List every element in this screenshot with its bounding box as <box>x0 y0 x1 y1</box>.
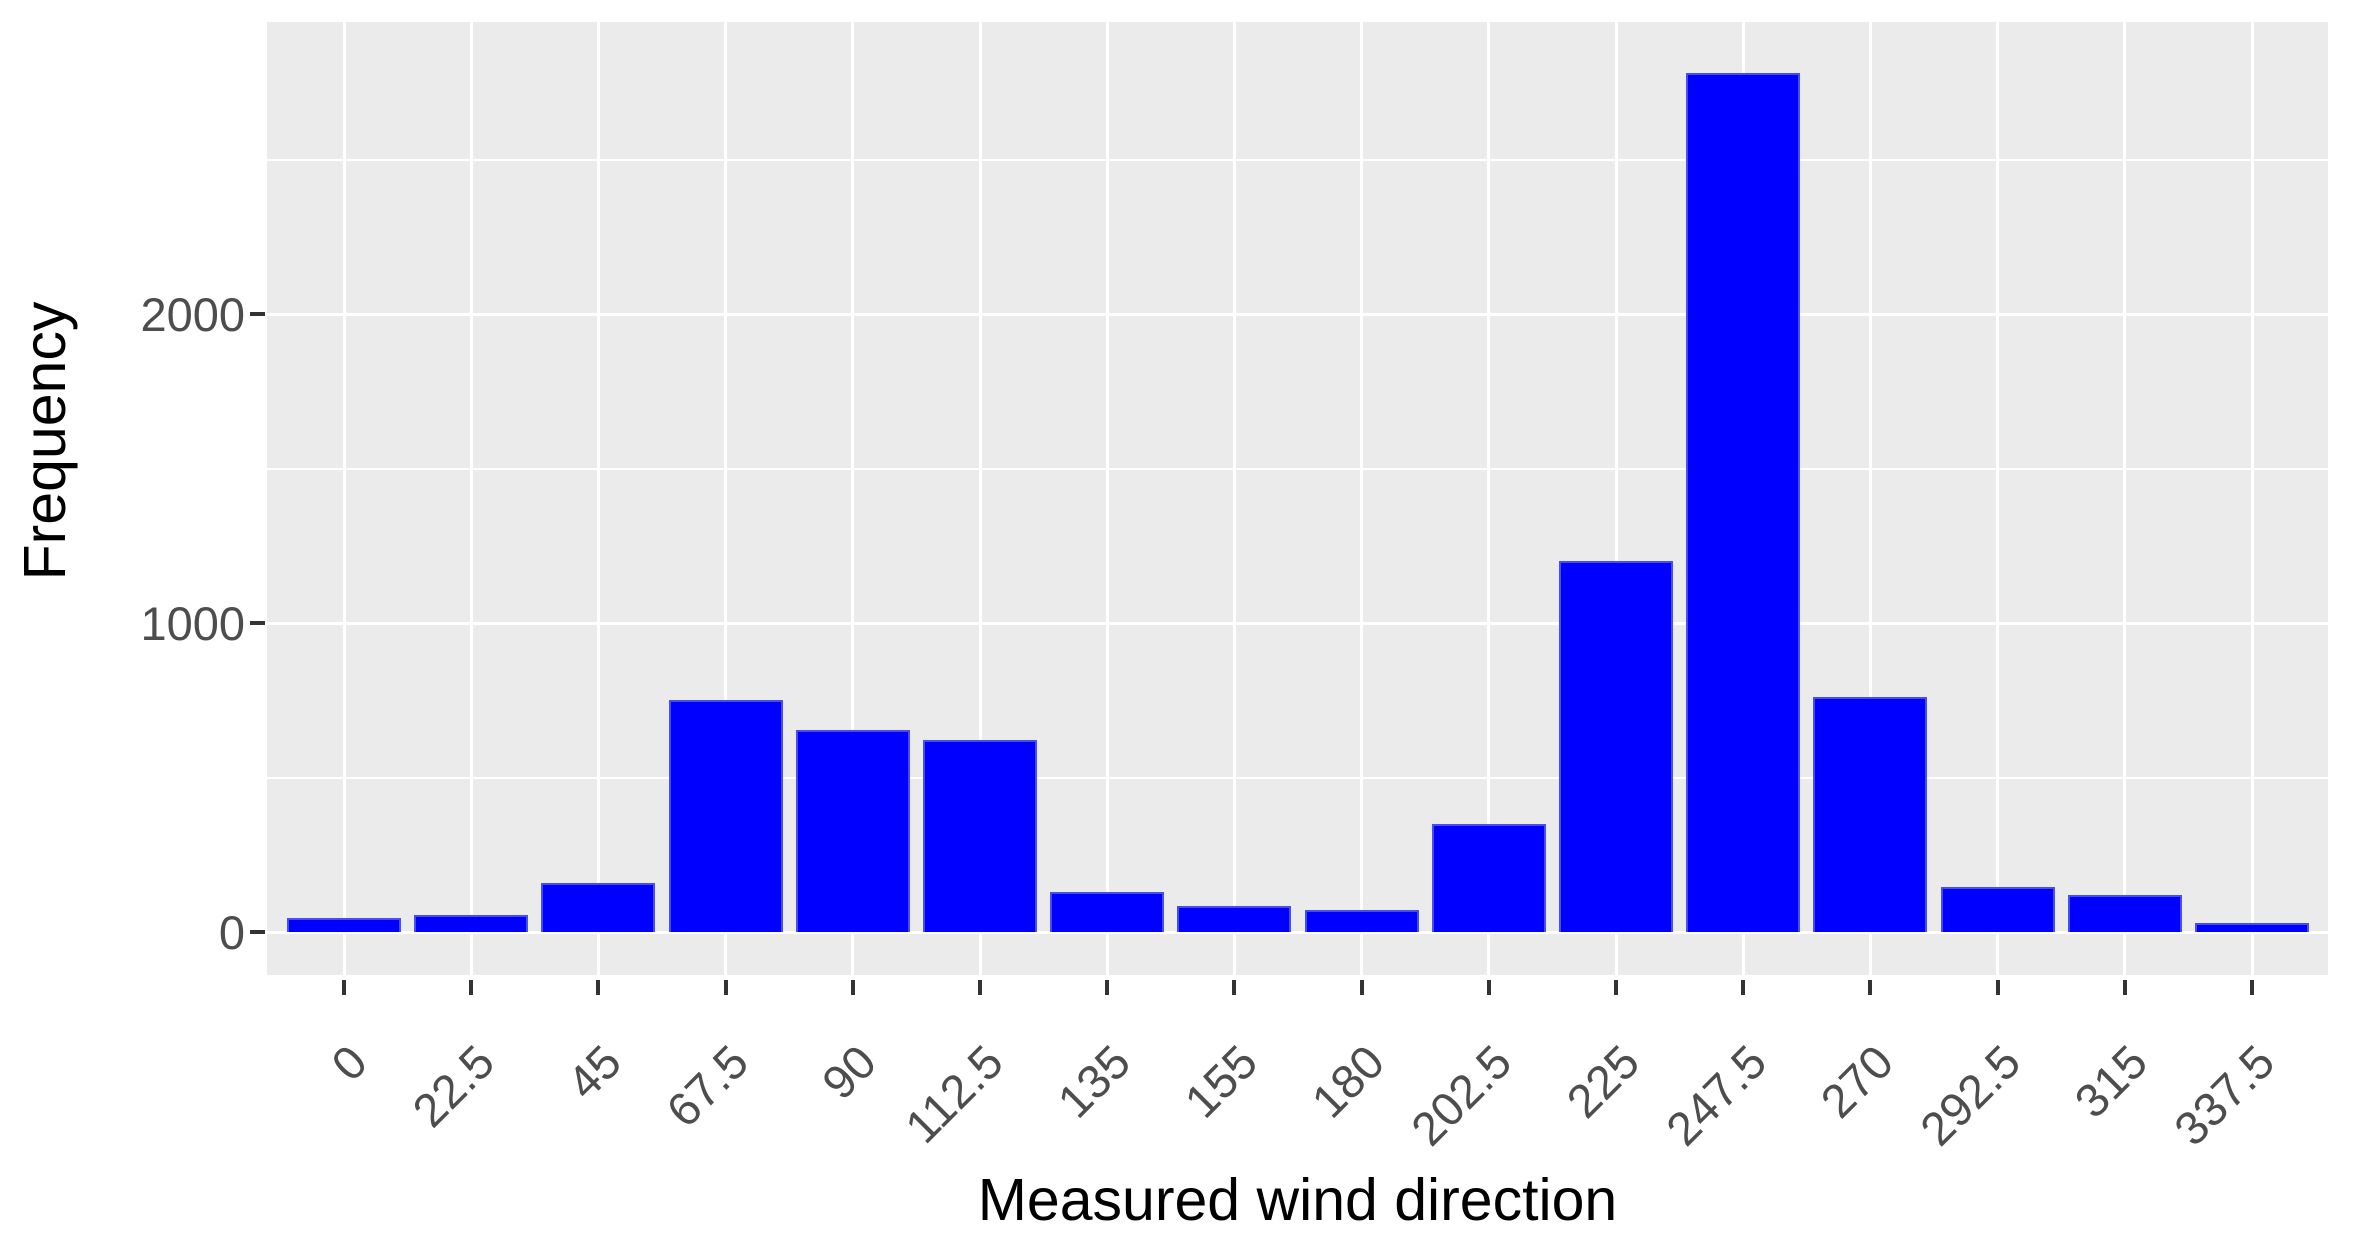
bar <box>1177 905 1292 932</box>
y-tick-mark <box>250 621 265 625</box>
plot-panel <box>267 22 2328 975</box>
x-tick-label: 90 <box>811 1034 886 1110</box>
x-tick-label: 315 <box>2064 1034 2158 1128</box>
bar <box>1813 697 1928 932</box>
x-tick-label: 292.5 <box>1909 1034 2031 1156</box>
x-tick-label: 180 <box>1301 1034 1395 1128</box>
x-major-gridline <box>978 22 982 975</box>
x-major-gridline <box>1487 22 1491 975</box>
x-tick-mark <box>2122 980 2127 995</box>
y-tick-label: 1000 <box>140 597 245 650</box>
x-tick-mark <box>1614 980 1618 995</box>
bar <box>2195 922 2309 932</box>
y-tick-mark <box>250 312 265 316</box>
x-tick-mark <box>1232 980 1237 995</box>
bar <box>287 918 401 932</box>
bar <box>1686 72 1801 932</box>
x-tick-label: 0 <box>320 1034 377 1091</box>
y-major-gridline <box>267 621 2328 625</box>
x-tick-label: 155 <box>1174 1034 1268 1128</box>
bar <box>795 729 910 932</box>
x-tick-label: 112.5 <box>894 1034 1013 1153</box>
y-minor-gridline <box>267 158 2328 161</box>
y-axis-title: Frequency <box>12 301 78 581</box>
x-tick-mark <box>850 980 855 995</box>
y-minor-gridline <box>267 776 2328 779</box>
x-tick-label: 45 <box>556 1034 632 1110</box>
x-tick-mark <box>1995 980 2000 995</box>
x-tick-mark <box>1486 980 1491 995</box>
x-major-gridline <box>1105 22 1109 975</box>
x-major-gridline <box>1996 22 2000 975</box>
x-major-gridline <box>469 22 473 975</box>
x-tick-label: 67.5 <box>656 1034 759 1137</box>
x-tick-mark <box>723 980 728 995</box>
x-tick-label: 225 <box>1555 1034 1649 1128</box>
x-major-gridline <box>851 22 855 975</box>
x-major-gridline <box>342 22 346 975</box>
bar <box>1431 823 1546 932</box>
x-tick-label: 22.5 <box>401 1034 504 1137</box>
x-tick-mark <box>1359 980 1364 995</box>
y-tick-mark <box>250 930 265 934</box>
bar <box>414 915 529 932</box>
y-minor-gridline <box>267 467 2328 470</box>
bar <box>668 700 783 932</box>
x-tick-mark <box>342 980 346 995</box>
x-tick-mark <box>1105 980 1110 995</box>
x-tick-label: 135 <box>1046 1034 1140 1128</box>
x-major-gridline <box>2123 22 2127 975</box>
x-tick-mark <box>596 980 601 995</box>
x-major-gridline <box>724 22 728 975</box>
x-tick-label: 247.5 <box>1655 1034 1776 1156</box>
x-tick-label: 270 <box>1810 1034 1904 1128</box>
bar <box>923 740 1037 932</box>
x-tick-label: 337.5 <box>2164 1034 2285 1156</box>
y-tick-label: 0 <box>218 906 245 959</box>
x-axis-title: Measured wind direction <box>977 1167 1618 1233</box>
x-major-gridline <box>1614 22 1618 975</box>
x-tick-mark <box>1868 980 1873 995</box>
x-major-gridline <box>1360 22 1364 975</box>
x-tick-mark <box>978 980 982 995</box>
x-tick-label: 202.5 <box>1400 1034 1522 1156</box>
x-major-gridline <box>2250 22 2254 975</box>
bar <box>1940 887 2055 932</box>
y-major-gridline <box>267 930 2328 934</box>
bar <box>1304 910 1419 932</box>
bar <box>541 882 656 932</box>
y-major-gridline <box>267 312 2328 316</box>
bar <box>1050 891 1165 932</box>
x-major-gridline <box>596 22 600 975</box>
x-tick-mark <box>2250 980 2254 995</box>
bar <box>1559 561 1673 932</box>
x-tick-mark <box>1741 980 1746 995</box>
x-tick-mark <box>469 980 474 995</box>
x-major-gridline <box>1868 22 1872 975</box>
y-tick-label: 2000 <box>140 288 245 341</box>
x-major-gridline <box>1232 22 1236 975</box>
bar <box>2067 894 2182 932</box>
